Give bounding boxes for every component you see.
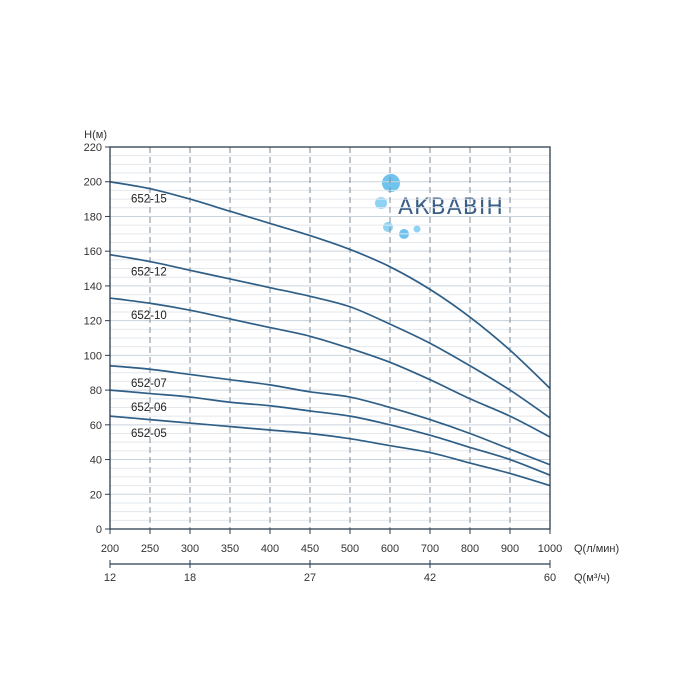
x-tick-label: 350 — [221, 543, 239, 555]
logo-bubble — [375, 197, 387, 209]
y-tick-label: 180 — [84, 211, 102, 223]
y-tick-label: 20 — [90, 489, 102, 501]
series-line-652-15 — [109, 180, 551, 389]
x-tick-label: 200 — [101, 543, 119, 555]
x2-tick-label: 12 — [104, 572, 116, 584]
y-tick-label: 40 — [90, 455, 102, 467]
x-tick-label: 1000 — [538, 543, 562, 555]
series-line-652-06 — [109, 389, 551, 476]
x2-tick-label: 60 — [544, 572, 556, 584]
x2-tick-label: 42 — [424, 572, 436, 584]
plot-frame — [109, 146, 551, 530]
series-label-652-06: 652-06 — [131, 402, 167, 414]
y-tick-label: 140 — [84, 281, 102, 293]
y-axis-label: H(м) — [84, 129, 107, 141]
series-line-652-07 — [109, 364, 551, 466]
y-tick-label: 160 — [84, 246, 102, 258]
x-tick-label: 700 — [421, 543, 439, 555]
x2-tick-label: 27 — [304, 572, 316, 584]
y-tick-label: 100 — [84, 350, 102, 362]
logo-bubble — [413, 225, 421, 233]
y-tick-label: 200 — [84, 177, 102, 189]
x-tick-label: 250 — [141, 543, 159, 555]
x-tick-label: 400 — [261, 543, 279, 555]
series-label-652-10: 652-10 — [131, 310, 167, 322]
series-label-652-07: 652-07 — [131, 378, 167, 390]
series-label-652-12: 652-12 — [131, 267, 167, 279]
x-tick-label: 300 — [181, 543, 199, 555]
logo-bubble — [383, 222, 393, 232]
series-line-652-10 — [109, 297, 551, 438]
series-label-652-15: 652-15 — [131, 194, 167, 206]
x2-axis-label: Q(м³/ч) — [574, 572, 610, 584]
x-tick-label: 800 — [461, 543, 479, 555]
x-tick-label: 900 — [501, 543, 519, 555]
x-tick-label: 600 — [381, 543, 399, 555]
y-tick-label: 80 — [90, 385, 102, 397]
y-tick-label: 120 — [84, 316, 102, 328]
y-tick-label: 60 — [90, 420, 102, 432]
x-tick-label: 450 — [301, 543, 319, 555]
akvavin-logo: АКВАВІН — [375, 174, 503, 239]
x-axis-label: Q(л/мин) — [574, 543, 619, 555]
series-line-652-05 — [109, 415, 551, 487]
x2-tick-label: 18 — [184, 572, 196, 584]
y-tick-label: 0 — [96, 524, 102, 536]
x-tick-label: 500 — [341, 543, 359, 555]
logo-bubble — [382, 174, 400, 192]
y-tick-label: 220 — [84, 142, 102, 154]
series-line-652-12 — [109, 253, 551, 419]
series-label-652-05: 652-05 — [131, 428, 167, 440]
